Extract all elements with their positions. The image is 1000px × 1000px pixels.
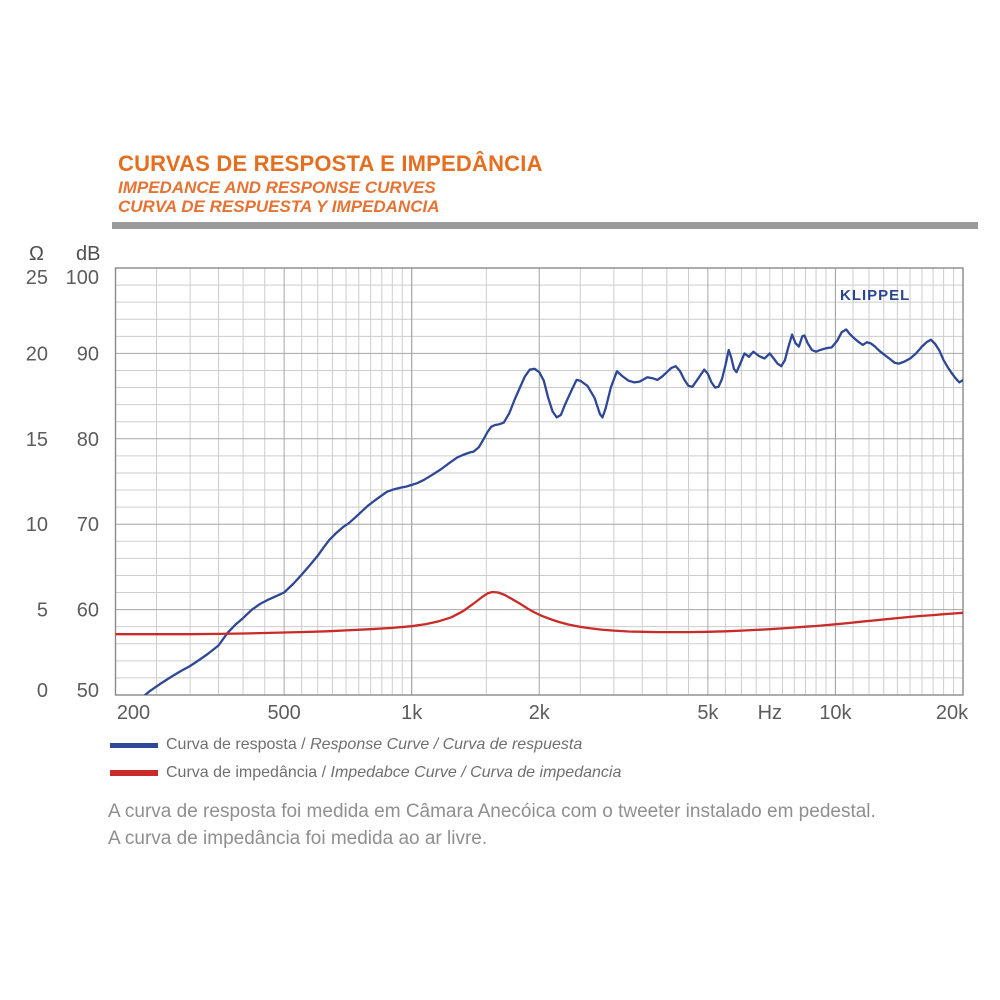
x-tick-label: 1k (401, 702, 423, 724)
ohm-tick-label: 10 (26, 514, 48, 536)
legend-label-response: Curva de resposta / Response Curve / Cur… (166, 736, 583, 753)
x-tick-label: 2k (529, 702, 551, 724)
header-divider (112, 222, 978, 229)
db-tick-label: 60 (77, 600, 99, 622)
response-line-swatch (110, 742, 158, 748)
legend-item-impedance: Curva de impedância / Impedabce Curve / … (110, 764, 621, 782)
footer-note-impedance: A curva de impedância foi medida ao ar l… (108, 828, 488, 849)
db-axis-header: dB (76, 243, 101, 265)
legend-label-impedance: Curva de impedância / Impedabce Curve / … (166, 764, 622, 781)
ohm-tick-label: 20 (26, 343, 48, 365)
plot-border (114, 267, 964, 696)
ohm-tick-label: 25 (26, 267, 48, 289)
db-tick-label: 70 (77, 514, 99, 536)
ohm-tick-label: 5 (37, 600, 48, 622)
footer-note-response: A curva de resposta foi medida em Câmara… (108, 801, 876, 822)
db-tick-label: 80 (77, 429, 99, 451)
impedance-line-swatch (110, 770, 158, 776)
ohm-axis-header: Ω (29, 243, 44, 265)
grid-major (115, 268, 963, 695)
page-subtitle-es: CURVA DE RESPUESTA Y IMPEDANCIA (118, 197, 440, 216)
db-tick-label: 90 (77, 343, 99, 365)
x-tick-label: 500 (267, 702, 300, 724)
legend-item-response: Curva de resposta / Response Curve / Cur… (110, 736, 582, 754)
page-subtitle-en: IMPEDANCE AND RESPONSE CURVES (118, 178, 436, 197)
x-tick-label: Hz (758, 702, 782, 724)
klippel-watermark: KLIPPEL (840, 287, 911, 304)
page-title: CURVAS DE RESPOSTA E IMPEDÂNCIA (118, 151, 543, 176)
x-tick-label: 200 (117, 702, 150, 724)
ohm-tick-label: 15 (26, 429, 48, 451)
axis-tick-labels: 200 500 1k 2k 5k Hz 10k 20k10090807060502520151… (26, 267, 969, 724)
db-tick-label: 50 (77, 680, 99, 702)
ohm-tick-label: 0 (37, 680, 48, 702)
db-tick-label: 100 (66, 267, 99, 289)
x-tick-label: 20k (936, 702, 969, 724)
x-tick-label: 5k (697, 702, 719, 724)
impedance-curve (115, 590, 963, 636)
response-curve (143, 328, 963, 695)
x-tick-label: 10k (819, 702, 852, 724)
